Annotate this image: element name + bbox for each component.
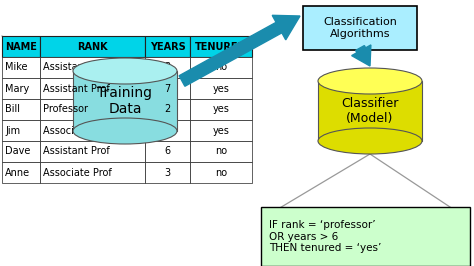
Text: no: no: [215, 63, 227, 73]
Text: YEARS: YEARS: [150, 41, 185, 52]
FancyBboxPatch shape: [2, 99, 40, 120]
Ellipse shape: [318, 68, 422, 94]
FancyBboxPatch shape: [190, 57, 252, 78]
Text: Classification
Algorithms: Classification Algorithms: [323, 17, 397, 39]
Text: Anne: Anne: [5, 168, 30, 177]
Text: Mary: Mary: [5, 84, 29, 94]
Text: yes: yes: [212, 126, 229, 135]
Text: 3: 3: [164, 63, 171, 73]
FancyBboxPatch shape: [318, 81, 422, 141]
Text: Associate Prof: Associate Prof: [43, 168, 112, 177]
Text: Dave: Dave: [5, 147, 30, 156]
FancyBboxPatch shape: [2, 57, 40, 78]
FancyBboxPatch shape: [145, 120, 190, 141]
Text: TENURED: TENURED: [195, 41, 247, 52]
FancyBboxPatch shape: [261, 207, 470, 266]
FancyBboxPatch shape: [190, 141, 252, 162]
FancyBboxPatch shape: [2, 162, 40, 183]
FancyBboxPatch shape: [303, 6, 417, 50]
Text: 2: 2: [164, 105, 171, 114]
FancyBboxPatch shape: [145, 162, 190, 183]
FancyBboxPatch shape: [190, 120, 252, 141]
FancyArrow shape: [179, 15, 300, 86]
Text: Assistant Prof: Assistant Prof: [43, 147, 110, 156]
FancyBboxPatch shape: [190, 78, 252, 99]
FancyBboxPatch shape: [40, 141, 145, 162]
Text: Assistant Prof: Assistant Prof: [43, 84, 110, 94]
Text: Assistant Prof: Assistant Prof: [43, 63, 110, 73]
Text: Classifier
(Model): Classifier (Model): [341, 97, 399, 125]
Text: 7: 7: [164, 126, 171, 135]
FancyBboxPatch shape: [145, 78, 190, 99]
FancyBboxPatch shape: [190, 36, 252, 57]
Text: no: no: [215, 168, 227, 177]
Ellipse shape: [318, 128, 422, 154]
FancyBboxPatch shape: [40, 162, 145, 183]
Text: RANK: RANK: [77, 41, 108, 52]
Ellipse shape: [73, 58, 177, 84]
FancyBboxPatch shape: [40, 57, 145, 78]
FancyBboxPatch shape: [2, 36, 40, 57]
FancyBboxPatch shape: [40, 99, 145, 120]
Text: Training
Data: Training Data: [98, 86, 153, 116]
Text: yes: yes: [212, 84, 229, 94]
FancyBboxPatch shape: [2, 141, 40, 162]
FancyBboxPatch shape: [190, 99, 252, 120]
Text: Associate Prof: Associate Prof: [43, 126, 112, 135]
Ellipse shape: [73, 118, 177, 144]
Text: Bill: Bill: [5, 105, 20, 114]
FancyBboxPatch shape: [73, 71, 177, 131]
Text: Jim: Jim: [5, 126, 20, 135]
FancyBboxPatch shape: [2, 120, 40, 141]
FancyBboxPatch shape: [145, 99, 190, 120]
FancyBboxPatch shape: [190, 162, 252, 183]
Text: IF rank = ‘professor’
OR years > 6
THEN tenured = ‘yes’: IF rank = ‘professor’ OR years > 6 THEN …: [269, 220, 382, 253]
Text: NAME: NAME: [5, 41, 37, 52]
Text: 7: 7: [164, 84, 171, 94]
Text: 6: 6: [164, 147, 171, 156]
FancyBboxPatch shape: [145, 141, 190, 162]
Text: Mike: Mike: [5, 63, 27, 73]
FancyArrow shape: [352, 45, 371, 66]
FancyBboxPatch shape: [40, 120, 145, 141]
Text: Professor: Professor: [43, 105, 88, 114]
FancyBboxPatch shape: [40, 36, 145, 57]
FancyBboxPatch shape: [40, 78, 145, 99]
Text: no: no: [215, 147, 227, 156]
FancyBboxPatch shape: [2, 78, 40, 99]
Text: yes: yes: [212, 105, 229, 114]
Text: 3: 3: [164, 168, 171, 177]
FancyBboxPatch shape: [145, 57, 190, 78]
FancyBboxPatch shape: [145, 36, 190, 57]
